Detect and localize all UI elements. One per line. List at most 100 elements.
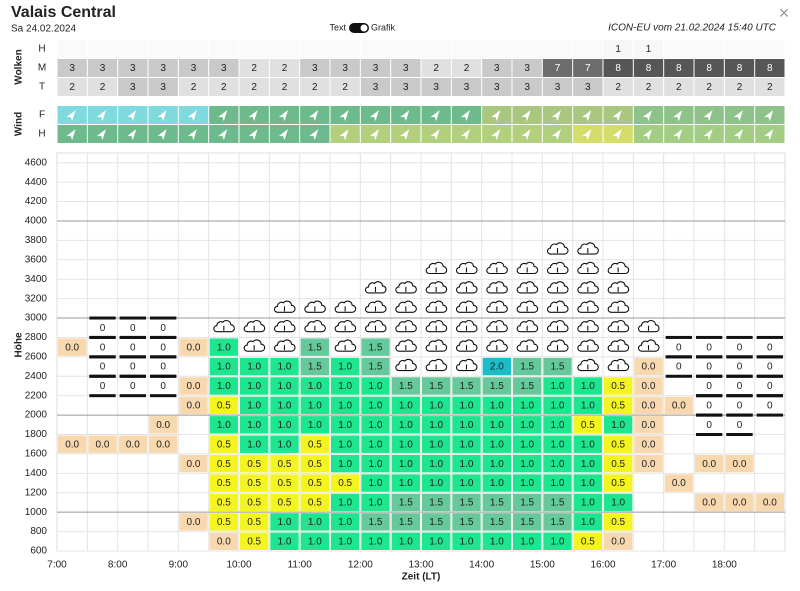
cloud-cell bbox=[603, 40, 633, 58]
cell-value: 0 bbox=[100, 381, 106, 392]
empty-cell bbox=[239, 40, 269, 58]
cell bbox=[452, 474, 481, 492]
cloud-value: 2 bbox=[464, 63, 470, 74]
cell-value: 0 bbox=[737, 362, 743, 373]
cloud-icon bbox=[334, 320, 357, 333]
cell-value: 1.0 bbox=[551, 478, 565, 489]
cell bbox=[300, 338, 329, 356]
cloud-icon bbox=[274, 339, 296, 352]
cloud-value: 2 bbox=[221, 82, 227, 93]
cloud-icon bbox=[395, 281, 417, 294]
cell bbox=[270, 493, 299, 512]
cell bbox=[543, 493, 572, 512]
cloud-icon bbox=[577, 358, 599, 372]
cell-value: 1.0 bbox=[369, 459, 383, 470]
cell-value: 0.5 bbox=[611, 401, 625, 412]
cell-value: 1.5 bbox=[460, 517, 474, 528]
cloud-icon bbox=[486, 339, 508, 352]
wind-arrow bbox=[612, 110, 622, 122]
cell-value: 0.5 bbox=[217, 459, 231, 470]
cell-value: 0 bbox=[706, 420, 712, 431]
cell-value: 0.0 bbox=[187, 381, 201, 392]
wind-arrow bbox=[460, 110, 470, 122]
layer-bar bbox=[119, 355, 146, 359]
cell-value: 0.0 bbox=[156, 420, 170, 431]
cloud-cell bbox=[118, 59, 148, 77]
cell-value: 1.0 bbox=[308, 420, 322, 431]
cloud-icon bbox=[607, 339, 630, 352]
cell bbox=[361, 338, 390, 356]
cell bbox=[513, 493, 542, 512]
cloud-icon bbox=[365, 300, 387, 313]
cell bbox=[543, 513, 572, 531]
cell bbox=[573, 513, 602, 531]
cell-value: 1.0 bbox=[490, 478, 504, 489]
cell bbox=[270, 474, 299, 492]
cloud-cell bbox=[451, 78, 482, 96]
cell bbox=[361, 435, 390, 453]
cell-value: 1.0 bbox=[308, 517, 322, 528]
cloud-cell bbox=[694, 59, 724, 77]
cloud-cell bbox=[178, 59, 209, 77]
cell-value: 1.0 bbox=[369, 420, 383, 431]
y-tick-label: 3800 bbox=[25, 235, 48, 246]
y-tick-label: 2800 bbox=[25, 332, 48, 343]
cell bbox=[543, 396, 572, 415]
cloud-value: 8 bbox=[737, 63, 743, 74]
layer-bar bbox=[726, 374, 753, 378]
cell-value: 1.5 bbox=[460, 381, 474, 392]
wind-arrow bbox=[369, 110, 379, 122]
cell bbox=[452, 435, 481, 453]
cell bbox=[664, 474, 693, 492]
layer-bar bbox=[726, 355, 753, 359]
cell bbox=[604, 493, 633, 512]
cell bbox=[543, 377, 572, 395]
cloud-icon bbox=[607, 320, 630, 333]
cloud-icon bbox=[395, 358, 417, 372]
cloud-value: 2 bbox=[251, 63, 257, 74]
toggle-grafik[interactable]: Grafik bbox=[371, 22, 396, 32]
cell-value: 1.0 bbox=[278, 362, 292, 373]
empty-cell bbox=[573, 40, 603, 58]
cloud-icon bbox=[456, 281, 478, 294]
cell-value: 1.0 bbox=[308, 536, 322, 547]
layer-bar bbox=[150, 374, 177, 378]
cell bbox=[300, 513, 329, 531]
y-tick-label: 3200 bbox=[25, 293, 48, 304]
cell bbox=[573, 532, 602, 550]
cell-value: 0.5 bbox=[581, 536, 595, 547]
close-button[interactable]: × bbox=[779, 3, 790, 23]
cell-value: 0.0 bbox=[642, 401, 656, 412]
cell-value: 1.0 bbox=[308, 381, 322, 392]
empty-cell bbox=[360, 40, 391, 58]
cell-value: 2.0 bbox=[490, 362, 504, 373]
empty-cell bbox=[542, 40, 573, 58]
cloud-icon bbox=[425, 339, 448, 352]
y-tick-label: 4600 bbox=[25, 157, 48, 168]
cloud-value: 3 bbox=[403, 82, 409, 93]
cell-value: 1.5 bbox=[369, 517, 383, 528]
cell-value: 1.0 bbox=[399, 459, 413, 470]
cell bbox=[725, 454, 754, 473]
cell bbox=[300, 377, 329, 395]
wind-arrow bbox=[187, 110, 197, 122]
cell bbox=[422, 435, 451, 453]
wind-arrow bbox=[339, 110, 349, 122]
cell-value: 1.5 bbox=[551, 517, 565, 528]
cloud-icon bbox=[213, 320, 235, 333]
cloud-cell bbox=[512, 78, 542, 96]
x-tick-label: 11:00 bbox=[288, 560, 313, 571]
toggle-text[interactable]: Text bbox=[329, 22, 346, 32]
cell-value: 0.0 bbox=[611, 536, 625, 547]
cloud-icon bbox=[607, 281, 630, 294]
cell-value: 0.0 bbox=[763, 498, 777, 509]
cloud-value: 7 bbox=[585, 63, 591, 74]
layer-bar bbox=[150, 355, 177, 359]
cell-value: 0.5 bbox=[278, 459, 292, 470]
cell-value: 0.0 bbox=[187, 401, 201, 412]
y-tick-label: 600 bbox=[30, 546, 47, 557]
cell-value: 0.5 bbox=[308, 498, 322, 509]
cloud-icon bbox=[395, 320, 417, 333]
cell bbox=[361, 396, 390, 415]
cloud-icon bbox=[577, 300, 599, 313]
